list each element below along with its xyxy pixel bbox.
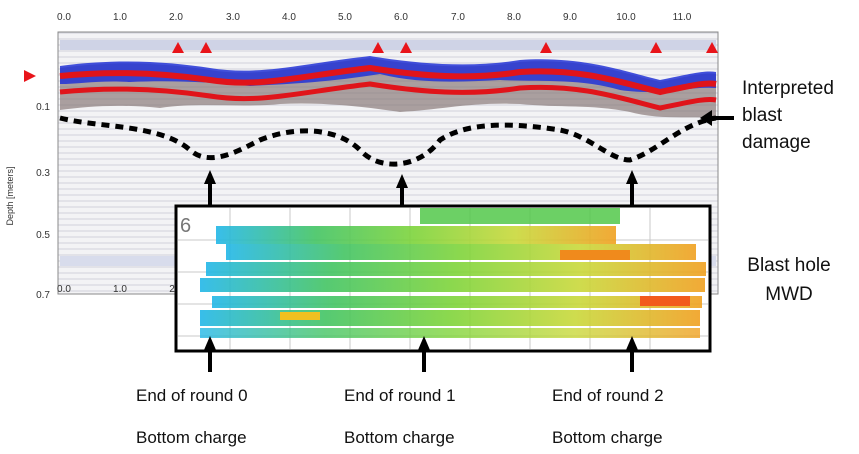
top-tick: 10.0 bbox=[616, 12, 636, 23]
lower-arrows bbox=[204, 336, 638, 372]
marker-triangle bbox=[540, 42, 552, 53]
marker-triangle bbox=[706, 42, 718, 53]
bottom-axis: 0.0 1.0 2 bbox=[57, 284, 175, 295]
upper-arrows bbox=[204, 170, 638, 206]
mwd-band bbox=[216, 226, 616, 244]
caption-line: damage bbox=[742, 131, 811, 153]
top-tick: 4.0 bbox=[282, 12, 296, 23]
mwd-band bbox=[206, 262, 706, 276]
caption-line: blast bbox=[742, 104, 783, 126]
mwd-band-highlight bbox=[560, 250, 630, 260]
round-box-0: End of round 0 Bottom charge bbox=[128, 372, 294, 454]
marker-triangle bbox=[372, 42, 384, 53]
mwd-inset: 6 bbox=[174, 204, 712, 353]
round-subtitle: Bottom charge bbox=[552, 428, 663, 447]
round-box-2: End of round 2 Bottom charge bbox=[544, 372, 710, 454]
marker-triangle bbox=[400, 42, 412, 53]
top-tick: 11.0 bbox=[673, 12, 692, 23]
round-box-1: End of round 1 Bottom charge bbox=[336, 372, 502, 454]
mwd-band bbox=[200, 310, 700, 326]
marker-triangle bbox=[650, 42, 662, 53]
round-title: End of round 0 bbox=[136, 386, 248, 405]
depth-tick: 0.7 bbox=[36, 290, 50, 301]
top-tick: 8.0 bbox=[507, 12, 521, 23]
round-subtitle: Bottom charge bbox=[344, 428, 455, 447]
depth-axis: Depth [meters] 0.1 0.3 0.5 0.7 bbox=[5, 102, 50, 301]
top-tick: 9.0 bbox=[563, 12, 577, 23]
side-marker bbox=[24, 70, 36, 82]
round-subtitle: Bottom charge bbox=[136, 428, 247, 447]
depth-tick: 0.3 bbox=[36, 168, 50, 179]
mwd-caption: Blast hole MWD bbox=[734, 255, 844, 307]
round-title: End of round 1 bbox=[344, 386, 456, 405]
caption-line: MWD bbox=[765, 283, 813, 305]
mwd-band bbox=[420, 208, 620, 224]
top-tick: 1.0 bbox=[113, 12, 127, 23]
depth-tick: 0.5 bbox=[36, 230, 50, 241]
blast-damage-caption: Interpreted blast damage bbox=[742, 78, 857, 154]
caption-line: Blast hole bbox=[747, 255, 831, 276]
bottom-tick: 0.0 bbox=[57, 284, 71, 295]
bottom-tick: 2 bbox=[169, 284, 175, 295]
caption-line: Interpreted bbox=[742, 78, 834, 99]
top-tick: 3.0 bbox=[226, 12, 240, 23]
round-title: End of round 2 bbox=[552, 386, 664, 405]
top-tick: 7.0 bbox=[451, 12, 465, 23]
top-tick: 6.0 bbox=[394, 12, 408, 23]
radar-band-red-2 bbox=[59, 81, 717, 111]
inset-corner-mark: 6 bbox=[180, 215, 191, 237]
mwd-band bbox=[212, 296, 702, 308]
mwd-band bbox=[200, 278, 705, 292]
mwd-band-highlight bbox=[640, 296, 690, 306]
marker-triangle bbox=[172, 42, 184, 53]
damage-label-arrow bbox=[700, 110, 734, 126]
radar-band-red-1 bbox=[59, 64, 717, 96]
top-axis: 0.0 1.0 2.0 3.0 4.0 5.0 6.0 7.0 8.0 9.0 … bbox=[57, 12, 692, 23]
depth-axis-label: Depth [meters] bbox=[5, 166, 15, 225]
top-tick: 5.0 bbox=[338, 12, 352, 23]
top-tick: 2.0 bbox=[169, 12, 183, 23]
trace-markers bbox=[172, 42, 718, 53]
mwd-band bbox=[200, 328, 700, 338]
top-tick: 0.0 bbox=[57, 12, 71, 23]
marker-triangle bbox=[200, 42, 212, 53]
mwd-band-highlight bbox=[280, 312, 320, 320]
depth-tick: 0.1 bbox=[36, 102, 50, 113]
bottom-tick: 1.0 bbox=[113, 284, 127, 295]
